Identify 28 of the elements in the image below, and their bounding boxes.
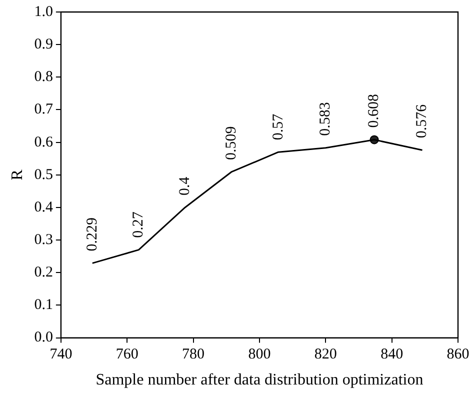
data-label: 0.509 [223,126,240,160]
y-tick-label: 0.6 [34,134,54,150]
data-label: 0.57 [270,113,286,140]
data-label: 0.608 [366,94,382,128]
data-label: 0.27 [130,211,147,238]
data-label: 0.4 [176,176,193,196]
y-tick-label: 0.1 [34,297,53,314]
x-tick-label: 820 [314,346,337,363]
y-axis-title: R [8,169,26,180]
x-tick-label: 860 [446,346,470,363]
y-tick-label: 0.5 [34,166,53,183]
y-tick-label: 0.0 [34,330,53,346]
x-tick-label: 800 [248,346,271,363]
data-label: 0.229 [84,217,100,252]
y-tick-label: 0.9 [34,36,53,53]
x-tick-label: 740 [50,346,72,363]
x-axis-title: Sample number after data distribution optimization [96,372,424,389]
y-tick-label: 0.7 [34,102,54,118]
x-tick-label: 840 [380,346,404,363]
x-tick-label: 760 [116,346,138,363]
y-tick-label: 1.0 [34,4,53,20]
y-tick-label: 0.4 [34,199,54,216]
data-label: 0.576 [414,104,430,138]
data-label: 0.583 [318,102,334,136]
x-tick-label: 780 [182,346,205,363]
y-tick-label: 0.3 [34,232,53,248]
y-tick-label: 0.8 [34,69,53,86]
y-tick-label: 0.2 [34,264,53,281]
